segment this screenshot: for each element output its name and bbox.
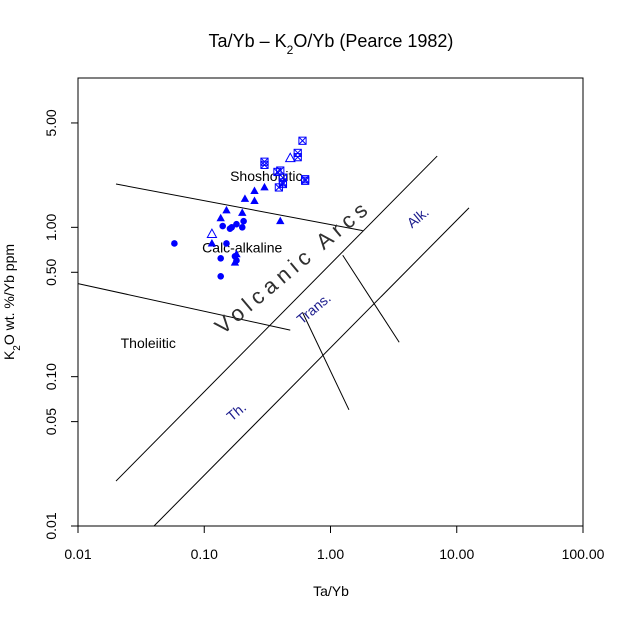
- data-point-triangle: [207, 238, 217, 247]
- y-tick-label: 0.10: [43, 363, 59, 390]
- data-points: [171, 136, 310, 280]
- y-tick-label: 0.05: [43, 408, 59, 435]
- field-labels: Shoshonitic Calc-alkaline Tholeiitic Volcan…: [121, 168, 432, 424]
- title-slash: /: [307, 31, 312, 51]
- field-label: Volcanic Arcs: [210, 194, 376, 339]
- data-point-circle: [240, 217, 247, 225]
- data-point-boxed-x: [278, 178, 288, 187]
- data-point-boxed-x: [293, 153, 302, 162]
- boundary-line: [115, 183, 363, 232]
- field-label: Calc-alkaline: [202, 239, 282, 255]
- data-point-triangle: [222, 205, 231, 214]
- data-point-circle: [233, 220, 240, 228]
- data-point-boxed-x: [298, 136, 307, 145]
- chart-title: Ta/Yb – K2O/Yb (Pearce 1982): [209, 31, 454, 57]
- y-label-slash: /: [1, 292, 17, 296]
- boundary-line: [342, 254, 400, 343]
- data-point-open-triangle: [206, 228, 218, 238]
- y-tick-label: 1.00: [43, 213, 59, 240]
- x-axis: 0.01 0.10 1.00 10.00 100.00: [64, 526, 605, 562]
- data-point-circle: [238, 224, 246, 231]
- x-tick-label: 100.00: [562, 546, 605, 562]
- data-point-triangle: [216, 213, 225, 222]
- data-point-circle: [233, 257, 240, 264]
- data-point-boxed-x: [293, 148, 302, 158]
- data-point-circle: [219, 222, 226, 230]
- title-slash: /: [228, 31, 233, 51]
- y-tick-label: 0.01: [43, 512, 59, 539]
- x-tick-label: 0.10: [191, 546, 218, 562]
- x-tick-label: 10.00: [439, 546, 474, 562]
- data-point-circle: [228, 224, 236, 231]
- boundary-line: [115, 155, 438, 482]
- boundary-line: [77, 283, 291, 331]
- data-point-boxed-x: [301, 176, 310, 185]
- data-point-triangle: [238, 208, 247, 216]
- data-point-circle: [223, 240, 230, 247]
- x-tick-label: 0.01: [64, 546, 91, 562]
- data-point-boxed-x: [274, 183, 283, 192]
- field-label: Shoshonitic: [230, 168, 302, 184]
- field-label: Tholeiitic: [121, 335, 176, 351]
- data-point-circle: [217, 255, 225, 262]
- data-point-boxed-x: [260, 160, 269, 169]
- y-tick-label: 5.00: [43, 109, 59, 136]
- data-point-triangle: [240, 194, 250, 202]
- y-tick-label: 0.50: [43, 258, 59, 285]
- data-point-circle: [171, 240, 178, 247]
- x-tick-label: 1.00: [317, 546, 344, 562]
- boundary-line: [302, 312, 350, 411]
- data-point-open-triangle: [284, 152, 296, 163]
- boundary-lines: [77, 155, 470, 527]
- y-axis-label: K2O wt. %/Yb ppm: [1, 244, 23, 360]
- x-label-slash: /: [328, 583, 332, 599]
- field-label: Th.: [223, 399, 249, 424]
- data-point-triangle: [260, 182, 269, 191]
- data-point-triangle: [250, 196, 259, 205]
- data-point-triangle: [276, 216, 285, 225]
- x-axis-label: Ta/Yb: [313, 583, 349, 599]
- data-point-circle: [217, 273, 225, 280]
- data-point-triangle: [250, 186, 259, 195]
- boundary-line: [153, 207, 470, 527]
- y-axis: 0.01 0.05 0.10 0.50 1.00 5.00: [43, 109, 78, 540]
- field-label: Alk.: [404, 204, 432, 231]
